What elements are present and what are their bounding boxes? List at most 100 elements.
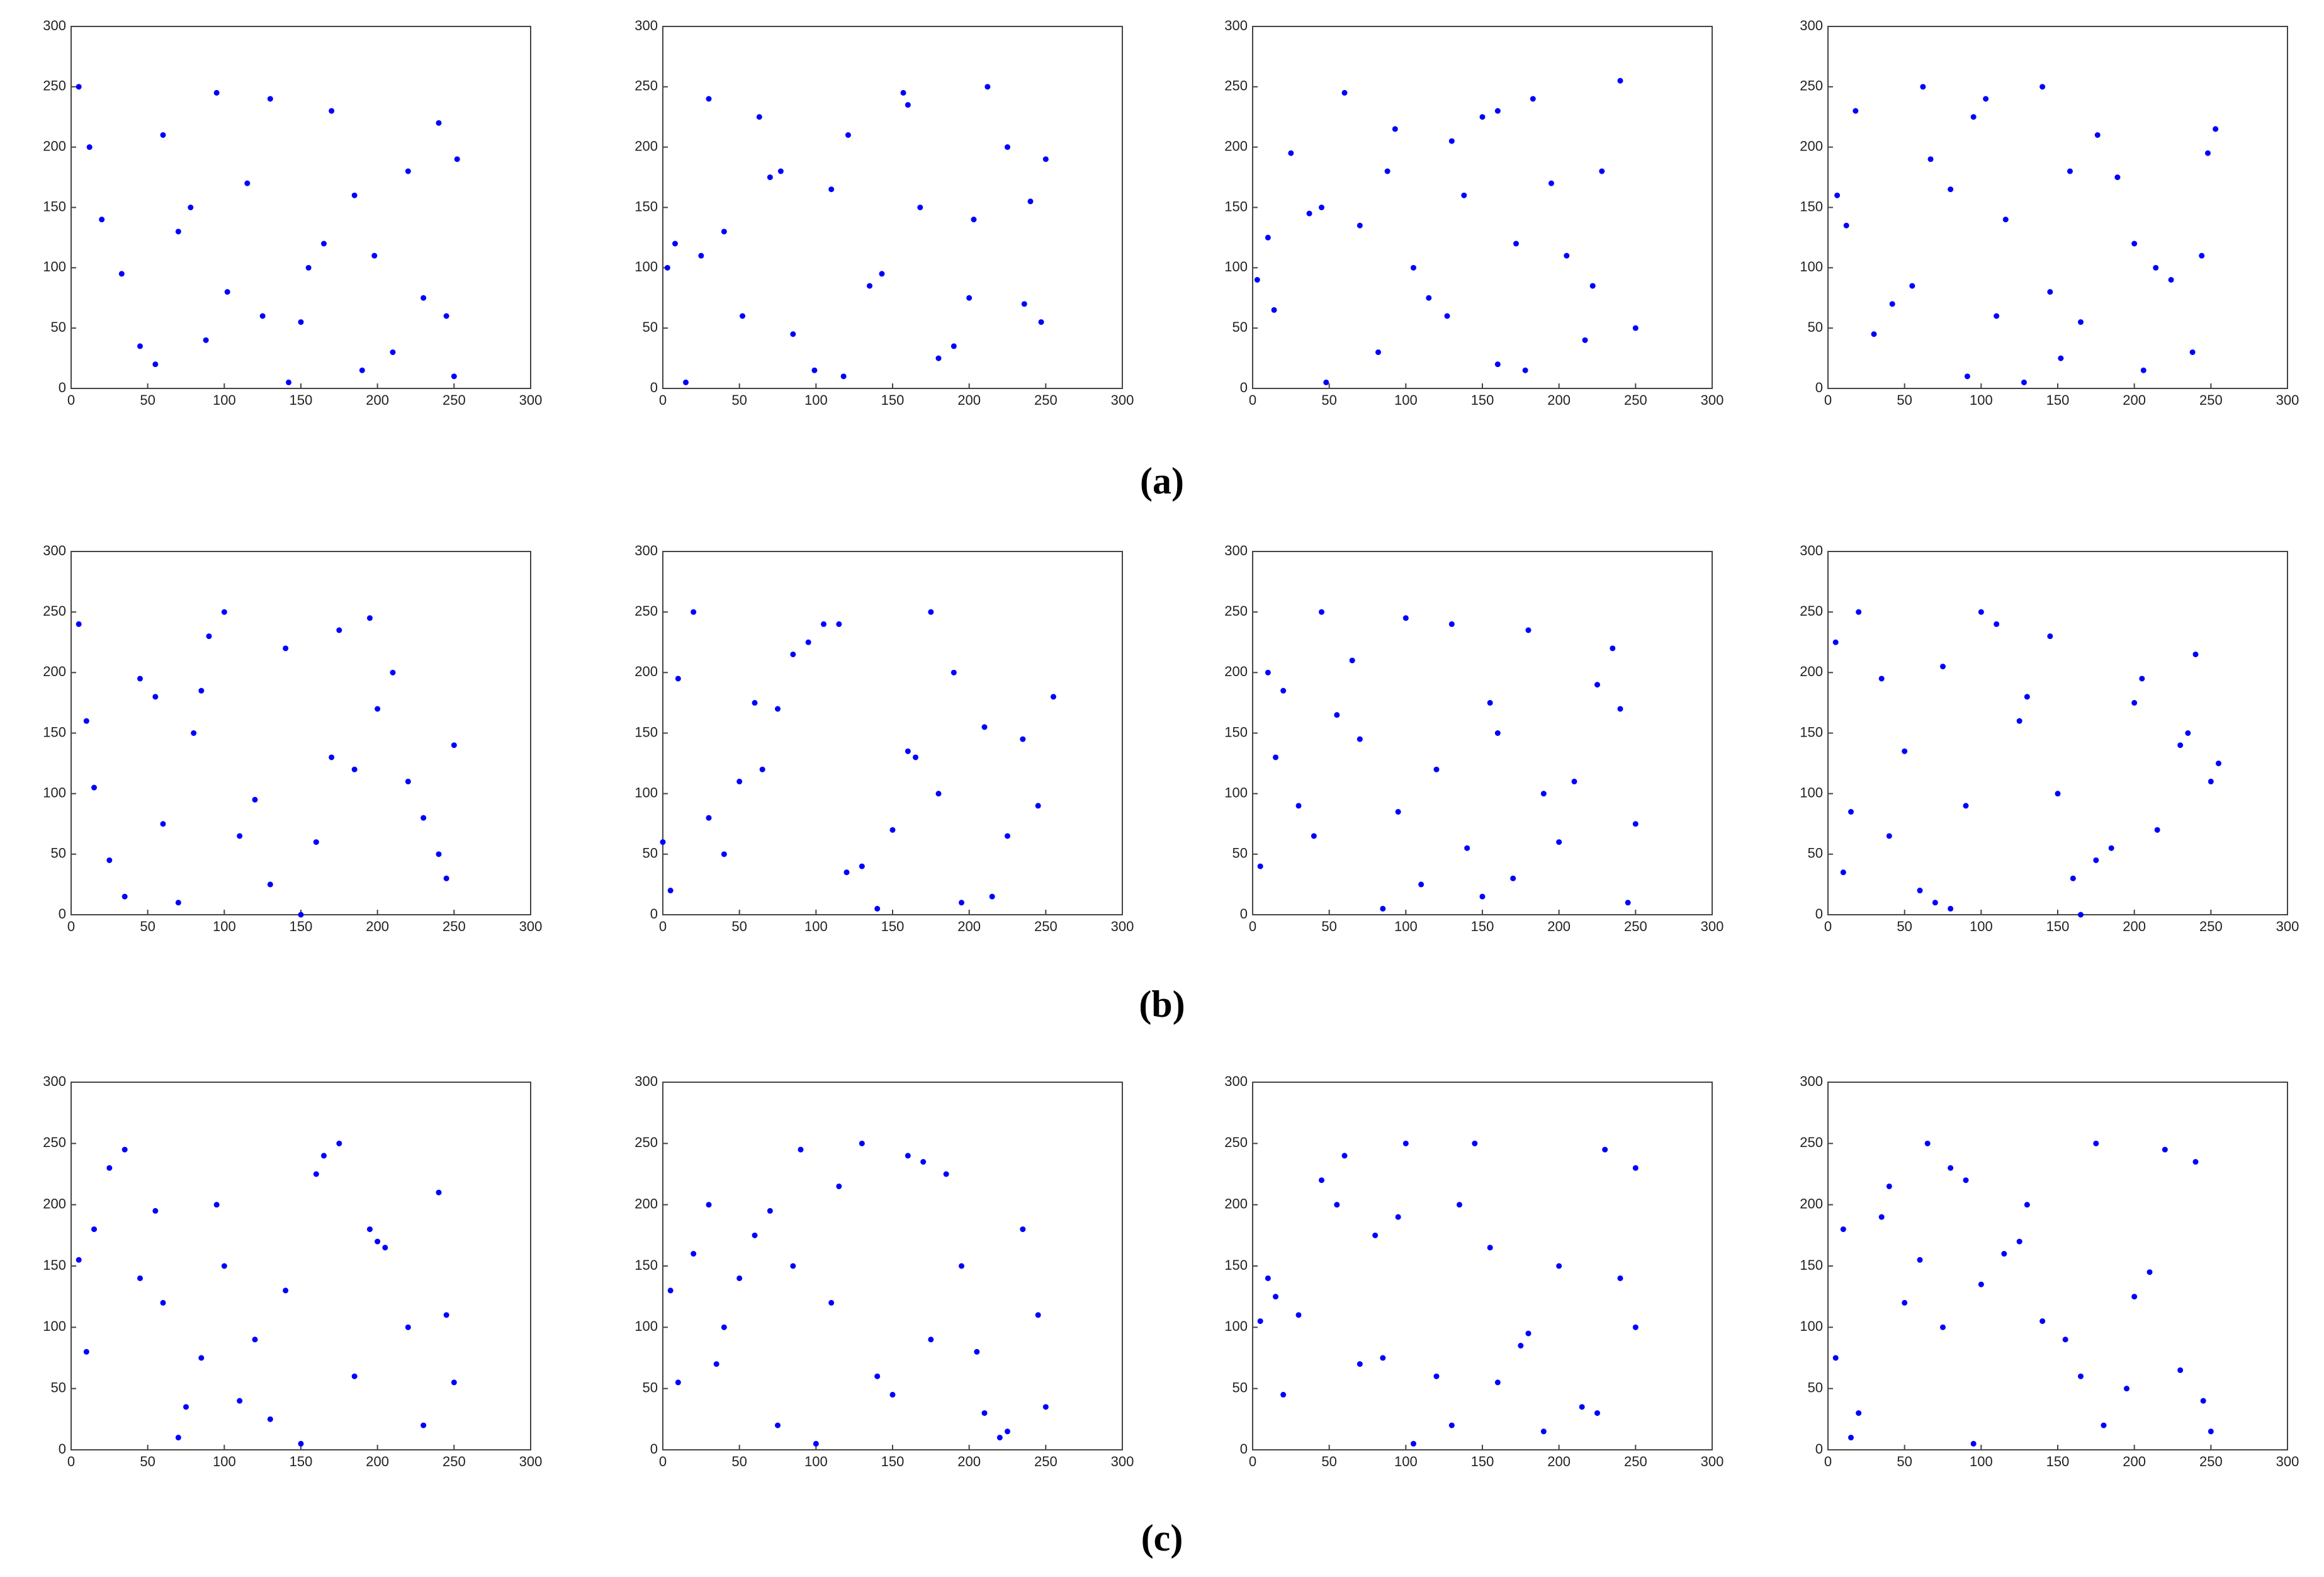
point (382, 1245, 388, 1251)
y-tick-label: 250 (1224, 603, 1248, 619)
x-tick-label: 250 (1034, 919, 1058, 934)
point (2058, 355, 2064, 361)
x-tick-label: 300 (2276, 392, 2299, 408)
x-tick-label: 100 (1970, 392, 1993, 408)
point (2024, 1202, 2030, 1208)
y-tick-label: 0 (1815, 380, 1823, 395)
point (691, 609, 697, 615)
y-tick-label: 200 (43, 138, 66, 154)
point (917, 205, 923, 210)
point (1494, 108, 1501, 114)
x-tick-label: 100 (1970, 1454, 1993, 1469)
panel-label: (b) (1139, 983, 1185, 1025)
x-tick-label: 200 (2123, 919, 2146, 934)
y-tick-label: 0 (59, 380, 66, 395)
y-tick-label: 150 (1224, 198, 1248, 214)
point (971, 217, 977, 223)
point (1042, 156, 1049, 162)
point (920, 1159, 927, 1165)
point (813, 1440, 819, 1447)
x-tick-label: 0 (1824, 1454, 1832, 1469)
point (152, 694, 159, 700)
x-tick-label: 50 (140, 392, 155, 408)
point (1571, 778, 1577, 784)
point (683, 379, 689, 385)
point (1035, 803, 1041, 809)
point (1594, 682, 1600, 688)
y-tick-label: 300 (1800, 543, 1823, 558)
x-tick-label: 150 (881, 392, 905, 408)
y-tick-label: 50 (1233, 319, 1248, 335)
point (191, 730, 197, 736)
y-tick-label: 250 (635, 1134, 658, 1150)
point (1494, 361, 1501, 368)
y-tick-label: 0 (59, 1441, 66, 1457)
point (1632, 821, 1639, 827)
x-tick-label: 150 (881, 919, 905, 934)
point (928, 609, 934, 615)
point (2002, 217, 2009, 223)
point (351, 1373, 358, 1379)
point (286, 379, 292, 385)
point (1433, 766, 1440, 772)
point (775, 706, 781, 712)
axes-box (1252, 551, 1713, 915)
point (1341, 1153, 1348, 1159)
point (1927, 156, 1934, 162)
point (1902, 1299, 1908, 1306)
y-tick-label: 50 (643, 319, 658, 335)
y-tick-label: 200 (1224, 664, 1248, 679)
x-tick-label: 100 (213, 1454, 236, 1469)
point (2168, 277, 2174, 283)
point (1886, 1183, 1892, 1189)
axes-box (71, 1082, 531, 1450)
point (2208, 1428, 2214, 1435)
point (1349, 657, 1355, 664)
point (1548, 180, 1554, 186)
axes-box (71, 26, 531, 389)
point (2070, 875, 2076, 881)
point (1540, 791, 1547, 797)
point (756, 114, 762, 120)
point (775, 1422, 781, 1428)
point (1487, 1245, 1493, 1251)
point (2189, 349, 2196, 355)
x-tick-label: 100 (804, 392, 828, 408)
point (371, 252, 378, 259)
point (721, 851, 727, 857)
x-tick-label: 0 (67, 1454, 75, 1469)
point (843, 869, 850, 876)
y-tick-label: 50 (643, 1379, 658, 1395)
point (351, 766, 358, 772)
point (1402, 615, 1409, 621)
point (1005, 833, 1010, 839)
x-tick-label: 300 (1701, 919, 1724, 934)
point (160, 132, 166, 138)
point (2114, 174, 2121, 181)
x-tick-label: 50 (731, 919, 747, 934)
point (359, 367, 365, 373)
point (879, 271, 885, 277)
point (740, 313, 746, 319)
point (329, 754, 335, 760)
point (1886, 833, 1892, 839)
point (706, 1202, 712, 1208)
y-tick-label: 300 (43, 543, 66, 558)
point (298, 912, 304, 918)
panel-label: (c) (1141, 1517, 1183, 1559)
x-tick-label: 0 (659, 919, 667, 934)
point (1005, 1428, 1010, 1435)
y-tick-label: 0 (650, 1441, 658, 1457)
point (867, 283, 872, 289)
point (1848, 1435, 1854, 1441)
point (118, 271, 125, 277)
point (76, 621, 82, 627)
x-tick-label: 100 (1394, 392, 1418, 408)
y-tick-label: 200 (635, 1195, 658, 1211)
point (2021, 379, 2027, 385)
x-tick-label: 250 (2199, 919, 2223, 934)
point (1834, 192, 1841, 198)
x-tick-label: 0 (67, 392, 75, 408)
point (675, 675, 681, 682)
y-tick-label: 150 (1224, 724, 1248, 740)
